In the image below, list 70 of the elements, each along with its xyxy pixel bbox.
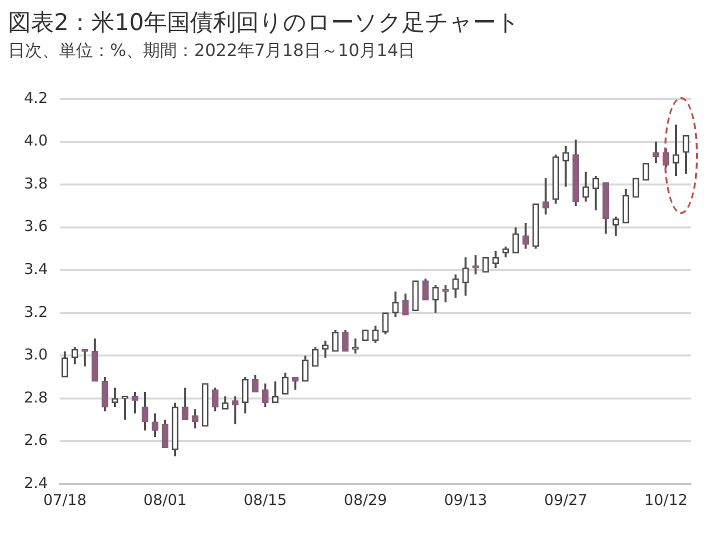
y-tick-label: 4.0 bbox=[24, 132, 48, 150]
candlestick bbox=[192, 408, 198, 430]
candlestick bbox=[282, 372, 289, 394]
candlestick bbox=[652, 140, 660, 164]
candlestick bbox=[72, 346, 78, 366]
y-tick-label: 2.8 bbox=[24, 388, 48, 406]
candlestick bbox=[552, 154, 560, 205]
x-tick-label: 08/01 bbox=[143, 490, 187, 509]
candlestick bbox=[442, 284, 449, 304]
y-tick-label: 2.6 bbox=[24, 431, 48, 450]
candlestick bbox=[332, 329, 339, 352]
candlestick bbox=[182, 386, 188, 420]
candlestick bbox=[512, 226, 520, 254]
candlestick bbox=[672, 124, 680, 177]
chart-title: 図表2：米10年国債利回りのローソク足チャート bbox=[8, 9, 521, 38]
candlestick bbox=[242, 376, 249, 414]
candlestick bbox=[212, 386, 218, 412]
candlestick bbox=[62, 350, 68, 378]
candlestick bbox=[622, 188, 630, 224]
candlestick bbox=[432, 284, 439, 314]
candlestick bbox=[302, 354, 309, 382]
candlestick bbox=[502, 246, 509, 258]
candlestick bbox=[132, 391, 138, 414]
candlestick bbox=[222, 395, 228, 410]
x-tick-label: 09/27 bbox=[544, 490, 588, 509]
candlestick bbox=[452, 273, 459, 299]
candlestick bbox=[462, 256, 469, 297]
candlestick bbox=[112, 386, 118, 408]
y-tick-label: 2.4 bbox=[24, 474, 48, 492]
candlestick bbox=[392, 290, 399, 318]
y-tick-label: 4.2 bbox=[24, 88, 48, 107]
x-tick-label: 09/13 bbox=[444, 490, 488, 509]
candlestick bbox=[492, 250, 499, 269]
candlestick bbox=[292, 376, 299, 391]
candlestick bbox=[382, 312, 389, 336]
x-tick-label: 08/15 bbox=[244, 490, 287, 509]
candlestick bbox=[152, 412, 158, 438]
candlestick bbox=[272, 380, 279, 404]
candlestick bbox=[262, 382, 269, 408]
candlestick bbox=[312, 346, 319, 367]
candlestick bbox=[402, 292, 409, 316]
candlestick bbox=[172, 402, 178, 458]
candlestick bbox=[532, 203, 540, 250]
candlestick bbox=[102, 376, 108, 412]
candlestick bbox=[582, 170, 590, 203]
candlestick bbox=[252, 374, 259, 392]
y-tick-label: 3.2 bbox=[24, 302, 48, 321]
y-tick-label: 3.6 bbox=[24, 217, 48, 236]
candlestick bbox=[372, 324, 379, 344]
candlestick bbox=[572, 138, 580, 207]
candlestick bbox=[682, 135, 690, 175]
y-tick-label: 3.8 bbox=[24, 174, 48, 192]
candlestick bbox=[142, 391, 148, 432]
candlestick bbox=[422, 278, 429, 300]
candlestick bbox=[522, 222, 530, 250]
x-tick-label: 07/18 bbox=[43, 490, 86, 509]
candlestick bbox=[542, 177, 550, 216]
candlestick bbox=[92, 338, 98, 382]
x-tick-label: 10/12 bbox=[644, 490, 688, 509]
candlestick bbox=[612, 216, 620, 237]
candlestick bbox=[592, 175, 600, 212]
chart-subtitle: 日次、単位：%、期間：2022年7月18日～10月14日 bbox=[8, 40, 416, 63]
candlestick bbox=[342, 329, 349, 352]
x-tick-label: 08/29 bbox=[344, 490, 388, 509]
candlestick bbox=[322, 340, 329, 359]
candlestick bbox=[162, 418, 168, 448]
candlestick bbox=[562, 145, 570, 188]
y-tick-label: 3.4 bbox=[24, 260, 48, 278]
candlestick bbox=[602, 182, 610, 235]
y-tick-label: 3.0 bbox=[24, 346, 48, 364]
